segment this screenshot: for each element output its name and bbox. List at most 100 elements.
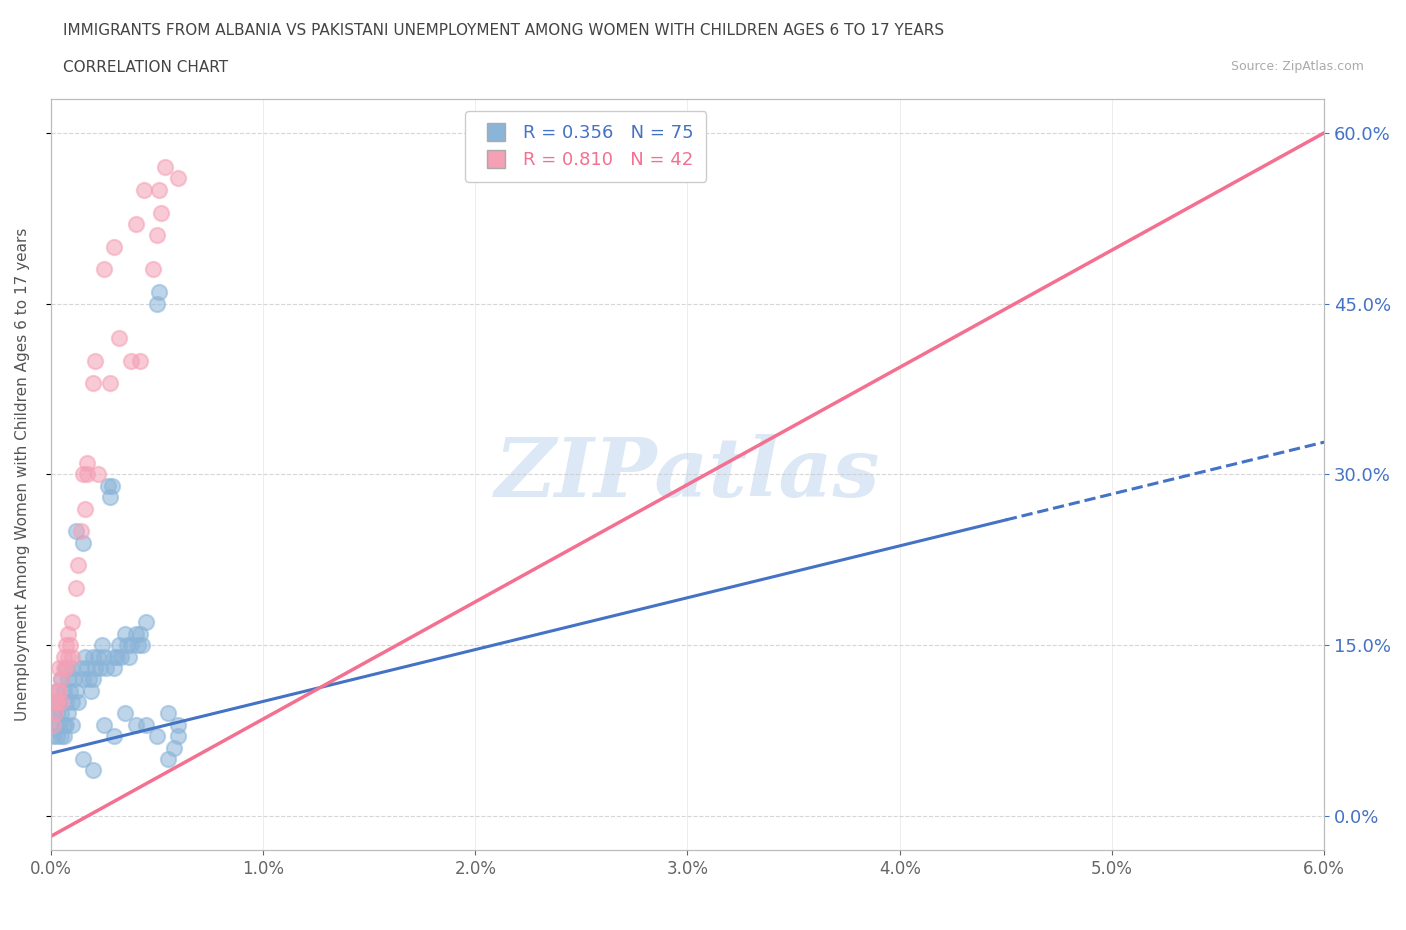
Point	[150, 206, 173, 220]
Point	[135, 615, 157, 630]
Point	[93, 717, 115, 732]
Point	[55, 717, 77, 732]
Text: CORRELATION CHART: CORRELATION CHART	[63, 60, 228, 75]
Point	[60, 660, 83, 675]
Point	[118, 649, 141, 664]
Point	[44, 706, 66, 721]
Point	[76, 456, 98, 471]
Point	[46, 706, 69, 721]
Point	[156, 706, 179, 721]
Point	[51, 671, 73, 686]
Point	[82, 376, 104, 391]
Point	[48, 684, 70, 698]
Point	[103, 660, 125, 675]
Point	[55, 660, 77, 675]
Point	[146, 228, 169, 243]
Point	[52, 684, 75, 698]
Point	[82, 671, 104, 686]
Point	[82, 763, 104, 777]
Point	[42, 717, 65, 732]
Point	[48, 717, 70, 732]
Point	[155, 160, 177, 175]
Point	[94, 660, 117, 675]
Legend: R = 0.356   N = 75, R = 0.810   N = 42: R = 0.356 N = 75, R = 0.810 N = 42	[465, 112, 706, 181]
Point	[148, 285, 170, 299]
Text: Source: ZipAtlas.com: Source: ZipAtlas.com	[1230, 60, 1364, 73]
Point	[73, 649, 96, 664]
Point	[51, 706, 73, 721]
Point	[52, 729, 75, 744]
Point	[84, 353, 107, 368]
Point	[125, 626, 148, 641]
Point	[59, 684, 82, 698]
Point	[65, 524, 87, 538]
Point	[97, 478, 120, 493]
Point	[98, 376, 121, 391]
Point	[127, 638, 149, 653]
Point	[65, 684, 87, 698]
Point	[167, 729, 190, 744]
Point	[146, 729, 169, 744]
Point	[114, 706, 136, 721]
Point	[44, 717, 66, 732]
Point	[129, 353, 152, 368]
Point	[48, 695, 70, 710]
Point	[56, 671, 79, 686]
Point	[167, 171, 190, 186]
Point	[63, 671, 86, 686]
Point	[125, 217, 148, 232]
Point	[146, 296, 169, 311]
Point	[44, 695, 66, 710]
Point	[98, 490, 121, 505]
Point	[90, 638, 112, 653]
Point	[107, 638, 129, 653]
Point	[86, 467, 108, 482]
Point	[76, 467, 98, 482]
Point	[55, 660, 77, 675]
Point	[148, 182, 170, 197]
Point	[46, 729, 69, 744]
Point	[72, 467, 94, 482]
Point	[142, 262, 165, 277]
Text: ZIPatlas: ZIPatlas	[495, 434, 880, 514]
Point	[163, 740, 186, 755]
Point	[93, 649, 115, 664]
Point	[129, 626, 152, 641]
Point	[114, 626, 136, 641]
Point	[80, 684, 103, 698]
Point	[52, 649, 75, 664]
Point	[72, 671, 94, 686]
Point	[115, 638, 138, 653]
Point	[60, 615, 83, 630]
Point	[52, 660, 75, 675]
Point	[69, 524, 91, 538]
Point	[156, 751, 179, 766]
Point	[56, 706, 79, 721]
Point	[46, 695, 69, 710]
Point	[76, 660, 98, 675]
Point	[73, 501, 96, 516]
Point	[67, 558, 90, 573]
Point	[77, 671, 100, 686]
Point	[89, 660, 111, 675]
Point	[121, 638, 143, 653]
Point	[103, 649, 125, 664]
Point	[59, 638, 82, 653]
Point	[51, 671, 73, 686]
Point	[52, 717, 75, 732]
Point	[131, 638, 153, 653]
Point	[42, 729, 65, 744]
Point	[44, 695, 66, 710]
Point	[121, 353, 143, 368]
Point	[103, 239, 125, 254]
Point	[72, 751, 94, 766]
Point	[110, 649, 132, 664]
Point	[82, 649, 104, 664]
Point	[107, 330, 129, 345]
Point	[55, 695, 77, 710]
Point	[60, 695, 83, 710]
Point	[60, 717, 83, 732]
Point	[72, 536, 94, 551]
Point	[67, 695, 90, 710]
Point	[135, 717, 157, 732]
